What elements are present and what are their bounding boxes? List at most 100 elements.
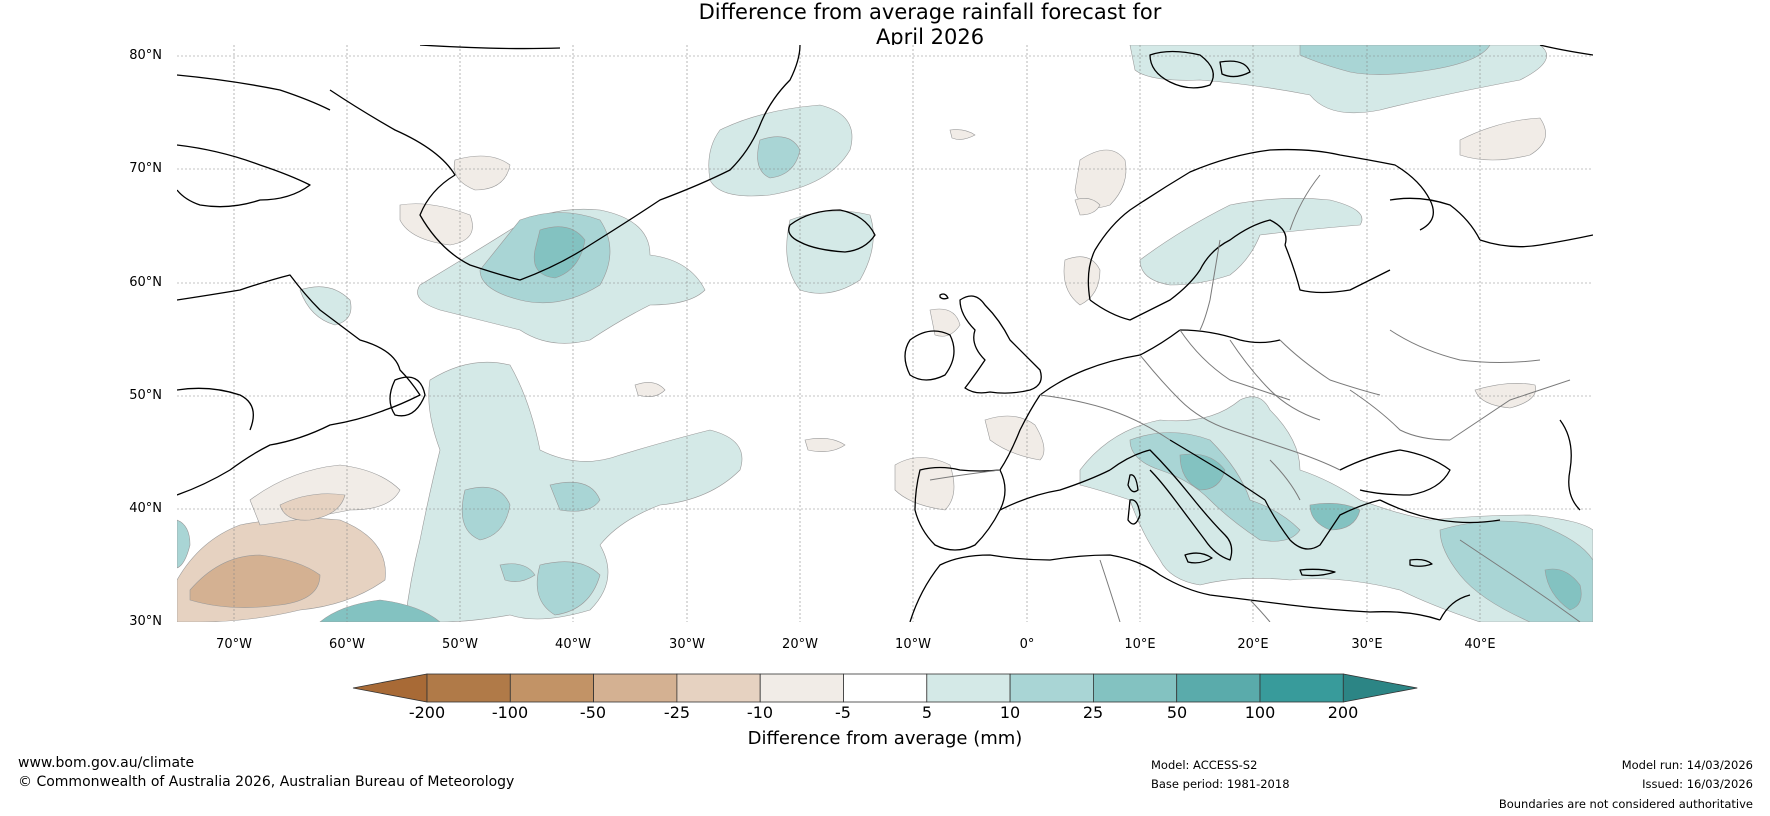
coast-ireland [904,330,955,381]
colorbar-segment [1176,673,1261,703]
dry-baffin [453,155,511,191]
coast-crete [1299,568,1336,577]
colorbar-segment [759,673,844,703]
colorbar [352,673,1418,703]
colorbar-tick: 100 [1244,703,1276,722]
coast-sweden [1089,219,1287,321]
coast-sardinia [1127,499,1141,525]
colorbar-segment [1259,673,1344,703]
lat-label-40n: 40°N [129,501,162,516]
coast-newfoundland [389,376,426,417]
coast-biscay [999,394,1041,471]
lon-label-10w: 10°W [895,637,931,652]
colorbar-tick: 200 [1327,703,1359,722]
lon-label-40e: 40°E [1464,637,1496,652]
coast-faroe [939,293,949,300]
coast-iceland [788,209,876,253]
coast-finland [1284,244,1391,294]
lon-label-60w: 60°W [329,637,365,652]
lat-label-30n: 30°N [129,614,162,629]
coast-italy [1109,449,1233,561]
dry-russia [1474,383,1537,409]
lon-label-20w: 20°W [782,637,818,652]
map-area [177,45,1593,622]
colorbar-segment [593,673,678,703]
anomaly-mid-atlantic-core-4 [499,563,536,582]
colorbar-tick: -5 [835,703,851,722]
dry-greenland-west [399,203,473,246]
coast-iberia [914,466,1006,551]
base-period: Base period: 1981-2018 [1151,777,1290,791]
website-link[interactable]: www.bom.gov.au/climate [18,755,195,771]
dry-north-sea-3 [1074,198,1101,216]
lat-label-60n: 60°N [129,275,162,290]
coast-svalbard-east [1219,60,1251,78]
lat-label-80n: 80°N [129,48,162,63]
coast-great-britain [959,295,1042,394]
model-name: Model: ACCESS-S2 [1151,758,1258,772]
colorbar-tick: 5 [921,703,933,722]
anomaly-levant-core [1544,568,1582,611]
colorbar-tick: 10 [999,703,1021,722]
coast-europe-west [1039,329,1181,396]
dry-north-sea-2 [1063,256,1101,306]
coast-svalbard [1149,50,1214,89]
colorbar-title: Difference from average (mm) [747,728,1023,749]
coast-labrador [177,274,421,496]
dry-newfoundland-core [279,493,346,521]
colorbar-segments [352,673,1418,703]
coast-hudson [177,387,254,431]
anomaly-shading [177,45,1593,622]
model-run: Model run: 14/03/2026 [1621,758,1753,772]
title-line-1: Difference from average rainfall forecas… [698,0,1162,24]
coast-africa-north [909,554,1441,622]
coast-black-sea [1339,449,1451,496]
colorbar-segment [509,673,594,703]
anomaly-italy-core [1179,453,1226,491]
coast-adriatic [1169,439,1266,501]
country-borders [929,174,1581,622]
colorbar-segment [926,673,1011,703]
colorbar-tick: 25 [1082,703,1104,722]
colorbar-tick: -50 [579,703,607,722]
dry-scotland [929,308,961,337]
lon-label-70w: 70°W [216,637,252,652]
anomaly-labrador [299,286,352,326]
dry-sargasso-core [189,554,321,608]
lon-label-30e: 30°E [1351,637,1383,652]
coast-cyprus [1409,558,1433,567]
anomaly-mid-atlantic-core-1 [461,486,511,541]
anomaly-mediterranean-mid [1129,432,1301,542]
colorbar-tick: 50 [1166,703,1188,722]
coast-baltic [1179,329,1281,344]
lon-label-0: 0° [1019,637,1035,652]
dry-atlantic-50n [634,382,666,397]
coast-norway [1087,148,1434,301]
map-title: Difference from average rainfall forecas… [0,0,1770,50]
disclaimer: Boundaries are not considered authoritat… [1498,797,1753,811]
coast-corsica [1127,474,1139,493]
lat-label-50n: 50°N [129,388,162,403]
issued-date: Issued: 16/03/2026 [1642,777,1753,791]
anomaly-levant-mid [1439,520,1593,622]
coast-turkey [1379,499,1501,524]
coast-sicily [1184,552,1213,564]
lon-label-50w: 50°W [442,637,478,652]
colorbar-extend-high [1342,673,1418,703]
coast-russia-north [1479,234,1593,248]
anomaly-east-greenland-core [757,136,801,179]
colorbar-segment [1093,673,1178,703]
anomaly-scandinavia [1139,198,1363,286]
dry-barents [1459,117,1546,161]
coast-france-south [999,469,1111,511]
anomaly-mid-atlantic-core-2 [549,481,601,512]
coastlines [177,45,1593,622]
coast-baffin [177,144,311,208]
dry-azores [804,438,846,452]
lon-label-10e: 10°E [1124,637,1156,652]
coast-greenland-north [419,45,561,50]
graticule [177,45,1593,622]
lon-label-40w: 40°W [555,637,591,652]
colorbar-segment [426,673,511,703]
